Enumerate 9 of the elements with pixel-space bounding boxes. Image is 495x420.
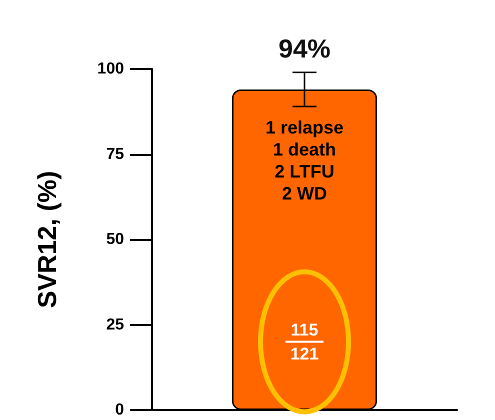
y-axis-title: SVR12, (%) (32, 170, 62, 308)
annotation: 115 121 (290, 320, 319, 364)
y-tick-label: 50 (106, 231, 124, 248)
y-tick-label: 100 (97, 60, 124, 78)
y-tick-label: 0 (115, 402, 124, 418)
y-tick-label: 25 (106, 316, 124, 334)
annotation: 1 relapse 1 death 2 LTFU 2 WD (265, 118, 344, 204)
data-label: 94% (278, 33, 331, 64)
y-tick-label: 75 (106, 146, 124, 163)
